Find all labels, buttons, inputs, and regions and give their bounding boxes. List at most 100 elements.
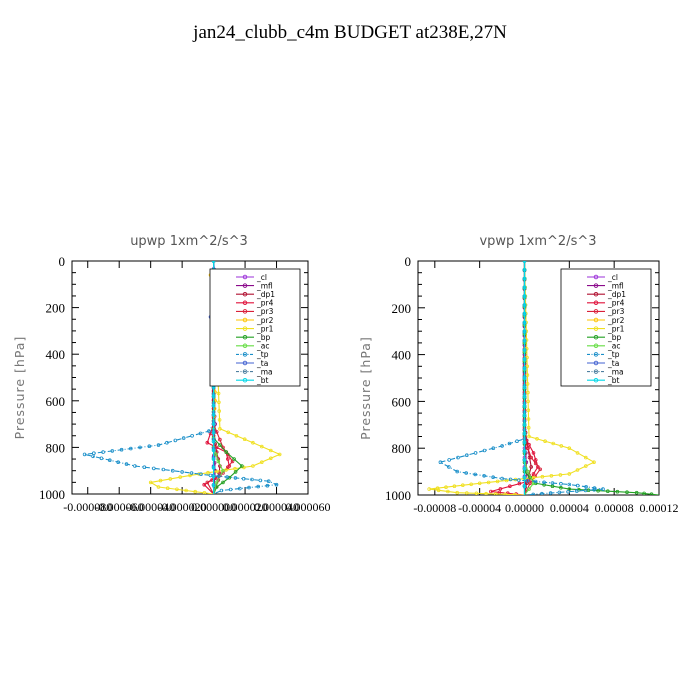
series-marker [238, 486, 242, 491]
series-marker [193, 489, 198, 494]
series-marker [500, 444, 504, 448]
series-marker [218, 437, 222, 442]
series-marker [199, 472, 203, 477]
series-marker [250, 477, 254, 482]
series-marker [124, 462, 129, 466]
series-marker [522, 475, 527, 480]
x-tick-label: 0.00004 [550, 501, 589, 515]
legend-marker [242, 334, 248, 340]
series-marker [548, 491, 553, 495]
series-marker [211, 261, 216, 263]
series-marker [522, 413, 527, 418]
series-marker [522, 431, 527, 436]
series-marker [469, 482, 474, 487]
legend-label: _ta [607, 359, 619, 368]
series-marker [211, 412, 216, 417]
vpwp-panel: vpwp 1xm^2/s^3 0 200 400 600 800 1000-0.00008… [358, 234, 679, 515]
series-marker [247, 485, 251, 490]
y-tick-label: 800 [46, 440, 66, 455]
series-marker [211, 483, 216, 488]
series-marker [119, 447, 124, 452]
series-marker [205, 480, 210, 485]
series-line-pr1 [149, 261, 282, 494]
series-line-pr4 [203, 261, 230, 494]
series-marker [190, 433, 194, 438]
y-tick-label: 200 [46, 301, 66, 316]
legend-label: _cl [256, 273, 267, 282]
series-marker [211, 474, 216, 479]
y-tick-label: 600 [46, 394, 66, 409]
y-axis-label: Pressure [hPa] [12, 336, 27, 440]
legend-label: _tp [256, 350, 269, 359]
legend-label: _ma [607, 367, 624, 376]
series-marker [211, 403, 216, 408]
series-marker [142, 465, 147, 470]
series-marker [533, 479, 538, 484]
series-marker [436, 488, 441, 493]
series-marker [211, 394, 216, 398]
series-marker [224, 450, 229, 454]
series-marker [575, 468, 580, 472]
series-marker [427, 487, 432, 491]
series-marker [133, 464, 137, 468]
series-marker [158, 478, 163, 483]
series-marker [538, 467, 542, 472]
series-marker [533, 458, 538, 462]
series-marker [168, 477, 173, 481]
x-tick-label: -0.000080 [63, 500, 112, 514]
series-marker [508, 477, 513, 482]
series-marker [527, 434, 531, 439]
series-marker [522, 348, 527, 352]
y-tick-label: 200 [392, 301, 412, 316]
series-marker [525, 478, 530, 483]
series-marker [596, 488, 600, 493]
series-marker [522, 484, 527, 489]
legend-marker [593, 309, 599, 314]
series-marker [526, 399, 530, 404]
y-tick-label: 400 [46, 347, 66, 362]
series-marker [550, 481, 555, 485]
series-marker [211, 448, 216, 453]
series-marker [526, 446, 530, 451]
legend-marker [593, 369, 599, 374]
series-marker [217, 474, 221, 479]
legend-label: _pr2 [256, 316, 274, 325]
legend-box [560, 268, 652, 387]
series-marker [198, 431, 203, 436]
series-marker [219, 488, 224, 493]
series-marker [642, 491, 646, 495]
y-tick-label: 400 [392, 348, 412, 363]
series-marker [535, 436, 539, 441]
series-marker [233, 466, 237, 471]
series-marker [489, 489, 493, 494]
series-marker [567, 446, 572, 451]
series-marker [508, 484, 512, 489]
legend-label: _ma [256, 367, 273, 376]
series-marker [240, 464, 244, 468]
legend-label: _dp1 [607, 290, 626, 299]
series-marker [211, 430, 216, 435]
series-marker [625, 490, 629, 495]
series-marker [503, 492, 508, 495]
series-marker [228, 487, 233, 492]
series-marker [218, 426, 222, 431]
panel-title: vpwp 1xm^2/s^3 [479, 234, 596, 249]
legend-marker [593, 283, 599, 288]
series-marker [233, 470, 238, 474]
series-marker [529, 455, 533, 460]
series-marker [268, 448, 273, 453]
legend-marker [242, 377, 248, 383]
series-marker [101, 450, 105, 454]
series-marker [575, 483, 580, 488]
series-marker [217, 418, 222, 422]
series-marker [500, 476, 504, 481]
series-marker [558, 473, 563, 477]
legend-marker [593, 343, 599, 349]
series-marker [464, 453, 469, 458]
series-marker [592, 460, 596, 465]
series-marker [522, 385, 527, 390]
series-marker [464, 471, 469, 475]
x-tick-label: 0.00008 [595, 501, 634, 515]
series-marker [156, 485, 161, 489]
series-marker [474, 491, 479, 495]
